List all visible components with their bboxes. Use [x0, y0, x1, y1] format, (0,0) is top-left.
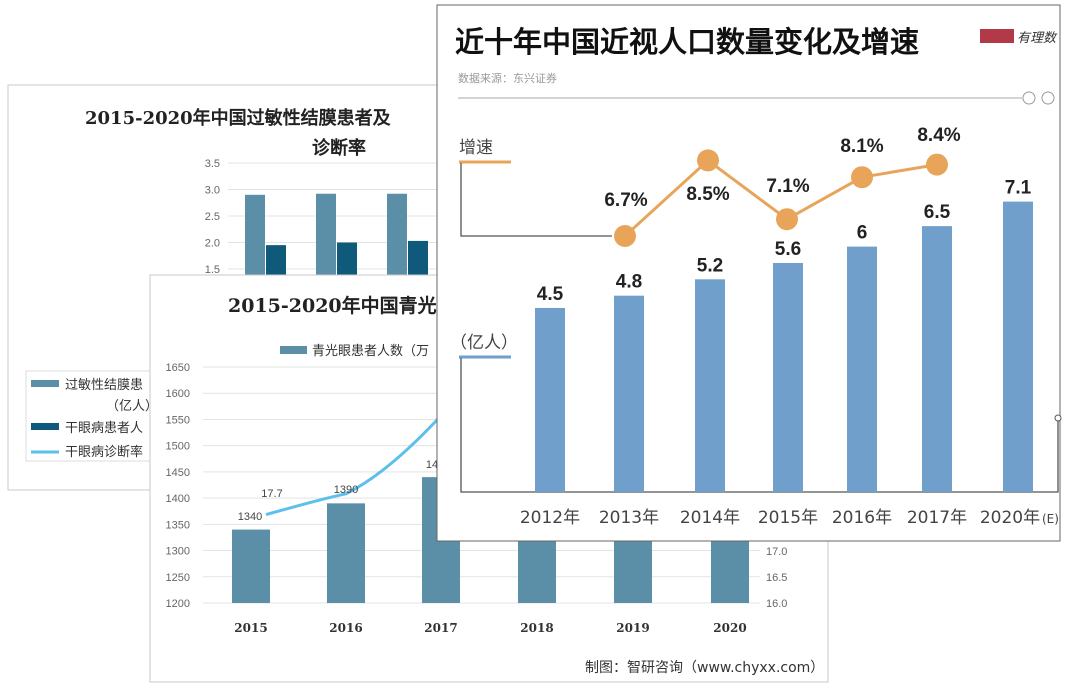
bar-myopia — [773, 262, 803, 492]
bar-allergic — [316, 193, 336, 290]
growth-value-label: 6.7% — [604, 190, 647, 211]
growth-point — [926, 153, 948, 176]
bar-myopia — [922, 226, 952, 492]
bar-value-label: 7.1 — [1005, 178, 1032, 199]
divider-circle-icon — [1041, 91, 1055, 105]
chart3-title: 近十年中国近视人口数量变化及增速 — [455, 25, 919, 59]
x-tick-label: 2012年 — [520, 508, 580, 528]
growth-point — [776, 208, 798, 231]
growth-value-label: 8.4% — [917, 125, 960, 146]
y-tick-label: 1300 — [166, 546, 190, 558]
chart2-legend-label: 青光眼患者人数（万 — [312, 344, 429, 359]
chart2-title: 2015-2020年中国青光 — [228, 294, 437, 317]
bar-data-label: 14 — [426, 459, 438, 471]
y-tick-label: 3.0 — [205, 185, 220, 197]
chart2-source: 制图：智研咨询（www.chyxx.com） — [585, 660, 824, 676]
x-tick-label: 2015年 — [758, 508, 818, 528]
y-tick-label: 1550 — [166, 414, 190, 426]
x-tick-label: 2019 — [616, 621, 649, 635]
chart3-card — [436, 4, 1061, 542]
growth-point — [697, 149, 719, 172]
y2-tick-label: 16.0 — [766, 598, 787, 610]
bar-value-label: 5.2 — [697, 255, 723, 276]
y2-tick-label: 16.5 — [766, 572, 787, 584]
x-tick-label: 2015 — [234, 621, 267, 635]
y-tick-label: 1350 — [166, 519, 190, 531]
y-tick-label: 1.5 — [205, 264, 220, 276]
bar-value-label: 5.6 — [775, 239, 801, 260]
x-tick-label: 2020年 — [980, 508, 1040, 528]
y-tick-label: 1500 — [166, 441, 190, 453]
growth-label: 增速 — [459, 138, 493, 158]
x-tick-label: 2016年 — [832, 508, 892, 528]
newspaper-logo: 有理数 — [980, 29, 1058, 46]
chart3-axis — [460, 358, 1059, 493]
growth-value-label: 7.1% — [766, 176, 809, 197]
bar-myopia — [535, 307, 565, 492]
y-tick-label: 1600 — [166, 388, 190, 400]
bar-value-label: 6.5 — [924, 202, 951, 223]
y-tick-label: 2.0 — [205, 238, 220, 250]
bar-value-label: 6 — [857, 223, 868, 244]
x-tick-suffix: (E) — [1042, 512, 1059, 526]
svg-text:有理数: 有理数 — [1017, 31, 1058, 46]
line-diagnosis-rate — [265, 409, 447, 517]
chart2-legend-swatch — [280, 346, 307, 354]
growth-value-label: 8.5% — [686, 184, 729, 205]
x-tick-label: 2016 — [329, 621, 362, 635]
bar-glaucoma — [327, 503, 365, 603]
y2-tick-label: 17.0 — [766, 546, 787, 558]
myopia-chart: 近十年中国近视人口数量变化及增速 有理数 数据来源：东兴证券 增速 （亿人） 4… — [436, 4, 1062, 542]
x-tick-label: 2017年 — [907, 508, 967, 528]
x-tick-label: 2014年 — [680, 508, 740, 528]
growth-point — [614, 225, 636, 247]
x-tick-label: 2013年 — [599, 508, 659, 528]
legend-swatch-allergic — [31, 380, 59, 387]
chart3-source: 数据来源：东兴证券 — [458, 71, 557, 85]
bar-myopia — [847, 246, 877, 492]
growth-point — [851, 166, 873, 189]
divider-circle-icon — [1022, 91, 1036, 105]
bar-data-label: 1390 — [334, 484, 358, 496]
bar-value-label: 4.5 — [537, 284, 564, 305]
bar-allergic — [245, 194, 265, 290]
y-tick-label: 2.5 — [205, 211, 220, 223]
bar-myopia — [614, 295, 644, 492]
line-data-label: 17.7 — [261, 488, 282, 500]
chart1-title: 2015-2020年中国过敏性结膜患者及 — [85, 107, 392, 129]
y-tick-label: 1250 — [166, 572, 190, 584]
y-tick-label: 3.5 — [205, 158, 220, 170]
y-tick-label: 1200 — [166, 598, 190, 610]
legend-item-unit: （亿人） — [106, 399, 158, 414]
y-tick-label: 1650 — [166, 362, 190, 374]
bar-myopia — [1003, 201, 1033, 493]
x-tick-label: 2018 — [520, 621, 553, 635]
x-tick-label: 2020 — [713, 621, 746, 635]
x-tick-label: 2017 — [424, 621, 457, 635]
legend-item-allergic: 过敏性结膜患 — [65, 378, 143, 393]
legend-item-dry-eye: 干眼病患者人 — [65, 421, 143, 436]
bar-myopia — [695, 279, 725, 492]
growth-value-label: 8.1% — [840, 136, 883, 157]
bar-allergic — [387, 193, 407, 290]
bar-value-label: 4.8 — [616, 272, 642, 293]
bar-data-label: 1340 — [238, 511, 262, 523]
growth-bracket — [460, 163, 612, 237]
legend-swatch-dry-eye — [31, 423, 59, 430]
axis-end-circle-icon — [1054, 414, 1062, 422]
chart1-subtitle: 诊断率 — [312, 137, 366, 159]
unit-label: （亿人） — [450, 333, 518, 353]
bar-glaucoma — [232, 529, 270, 603]
legend-item-dry-eye-rate: 干眼病诊断率 — [65, 444, 143, 460]
y-tick-label: 1450 — [166, 467, 190, 479]
y-tick-label: 1400 — [166, 493, 190, 505]
